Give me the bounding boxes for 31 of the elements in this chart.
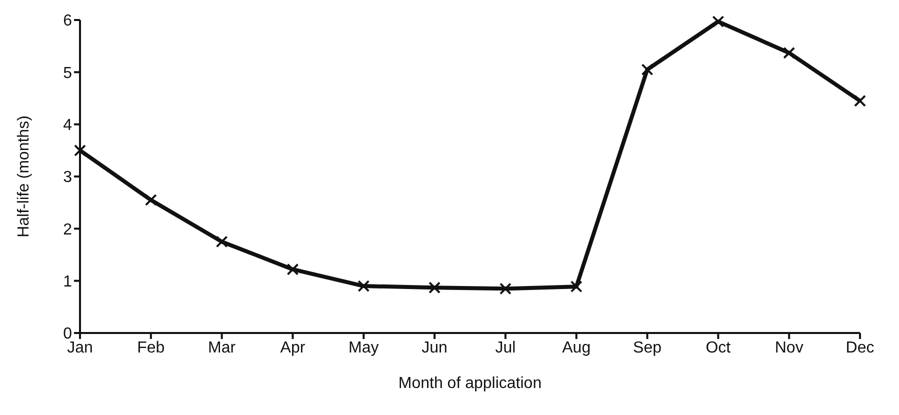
point xyxy=(641,64,654,76)
x-tick-label: Feb xyxy=(137,339,165,356)
x-tick-label: May xyxy=(348,339,379,356)
x-tick-label: Oct xyxy=(706,339,732,356)
point xyxy=(144,194,157,206)
x-tick-label: Nov xyxy=(774,339,804,356)
y-tick-label: 6 xyxy=(63,12,72,30)
x-tick-label: Sep xyxy=(633,339,662,356)
point xyxy=(358,280,370,292)
point xyxy=(499,282,512,295)
x-tick-label: Apr xyxy=(280,339,306,356)
point xyxy=(286,263,299,276)
y-tick-label: 1 xyxy=(63,274,72,291)
point xyxy=(428,282,441,294)
x-axis-title: Month of application xyxy=(398,375,542,392)
point xyxy=(570,280,582,293)
point xyxy=(783,46,796,59)
y-axis-title: Half-life (months) xyxy=(16,116,33,238)
point xyxy=(854,94,866,107)
point xyxy=(712,16,724,28)
y-tick-label: 4 xyxy=(63,117,72,134)
x-tick-label: Dec xyxy=(846,339,874,356)
y-tick-label: 5 xyxy=(63,64,72,82)
point xyxy=(216,236,228,248)
y-tick-label: 3 xyxy=(63,169,72,186)
x-tick-label: Mar xyxy=(208,339,236,356)
y-tick-label: 2 xyxy=(63,221,72,238)
x-tick-label: Jun xyxy=(422,339,448,356)
x-tick-label: Aug xyxy=(562,339,591,356)
point xyxy=(74,144,86,156)
x-tick-label: Jul xyxy=(495,339,516,356)
